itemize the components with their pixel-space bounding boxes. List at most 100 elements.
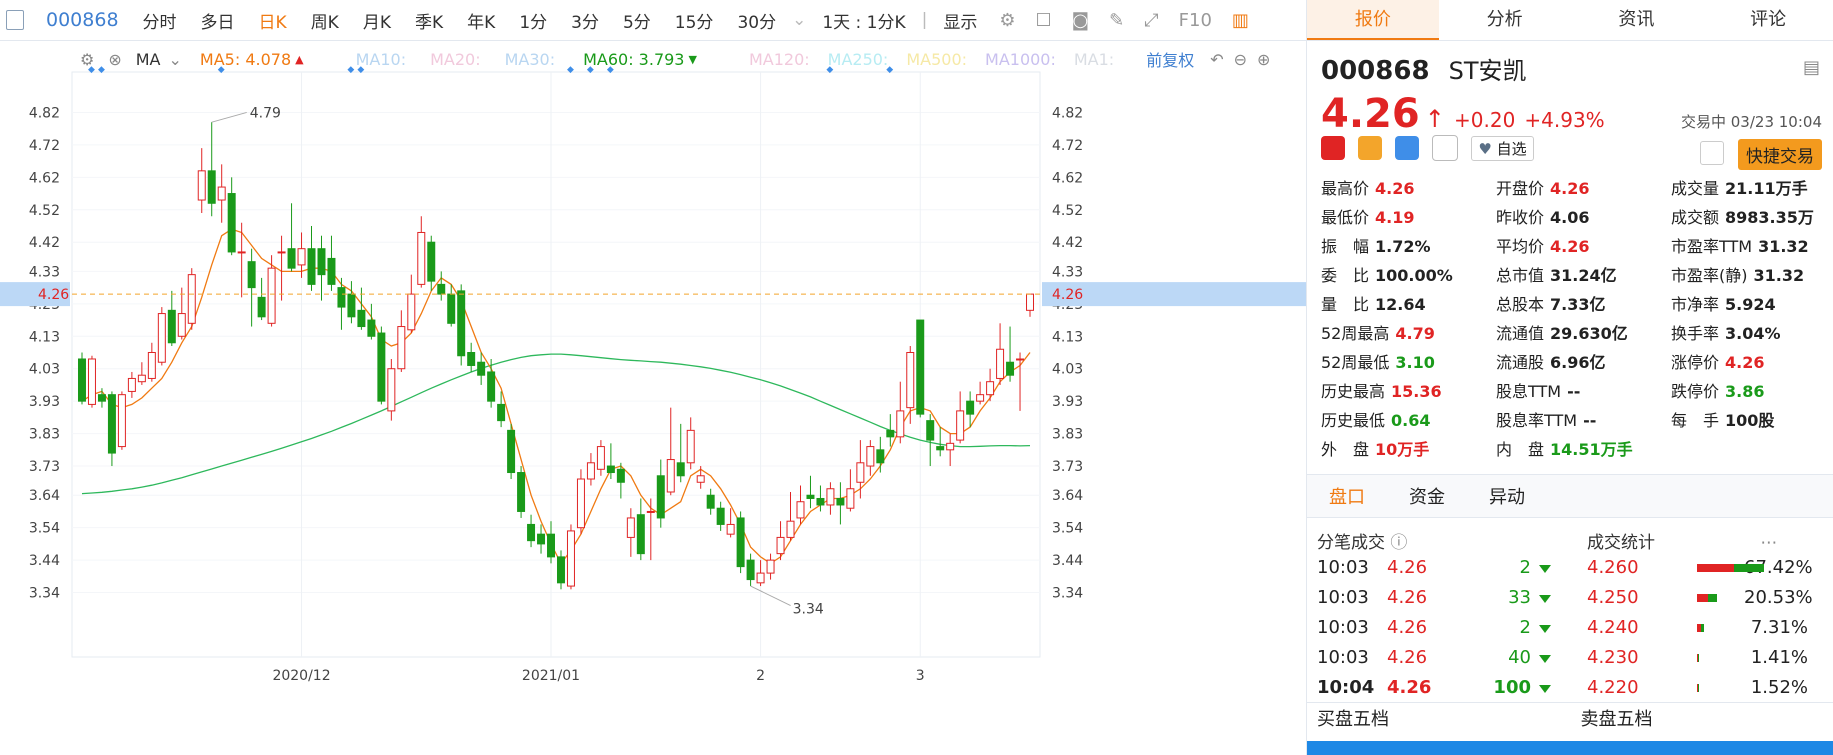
camera-icon[interactable]: ◙ xyxy=(1071,9,1090,31)
candle-body xyxy=(726,523,735,535)
close-icon[interactable]: ⊗ xyxy=(108,49,122,69)
trade-row: 10:03 4.26 33 xyxy=(1307,583,1557,613)
bell-icon[interactable] xyxy=(1700,141,1724,165)
quote-field: 历史最低 0.64 xyxy=(1321,407,1496,431)
ma-selector[interactable]: MA xyxy=(135,49,161,69)
ma60-line xyxy=(81,353,1031,495)
trade-volume: 100 xyxy=(1477,673,1557,703)
candle-body xyxy=(576,478,585,529)
tab-1min[interactable]: 1分 xyxy=(519,12,548,33)
tab-timeshare[interactable]: 分时 xyxy=(142,12,177,33)
candle-body xyxy=(487,371,496,402)
add-watchlist-button[interactable]: ♥ 自选 xyxy=(1471,135,1534,161)
quote-field: 股息率TTM -- xyxy=(1496,407,1671,431)
trade-time: 10:04 xyxy=(1317,677,1375,698)
tab-news[interactable]: 资讯 xyxy=(1618,9,1655,30)
tab-funds[interactable]: 资金 xyxy=(1409,487,1445,508)
up-arrow-icon: ▲ xyxy=(295,52,304,66)
tab-analysis[interactable]: 分析 xyxy=(1486,9,1523,30)
zoom-out-icon[interactable]: ⊖ xyxy=(1233,49,1248,69)
square-icon[interactable]: ☐ xyxy=(1035,9,1052,31)
candle-body xyxy=(716,507,725,525)
quote-field: 委 比 100.00% xyxy=(1321,262,1496,286)
field-value: 29.630亿 xyxy=(1550,324,1628,343)
display-menu[interactable]: 显示 xyxy=(943,12,978,33)
stat-bar xyxy=(1697,643,1744,673)
indicator-bar: ⚙ ⊗ MA ⌄ MA5: 4.078 ▲ MA10: MA20: MA30: … xyxy=(0,42,1306,76)
field-value: 5.924 xyxy=(1725,295,1776,314)
zoom-in-icon[interactable]: ⊕ xyxy=(1257,49,1271,69)
event-marker: ◆ xyxy=(826,65,833,75)
tab-year-k[interactable]: 年K xyxy=(467,12,496,33)
trade-price: 4.26 xyxy=(1387,677,1432,698)
collapse-icon[interactable]: ▤ xyxy=(1802,57,1820,78)
fullscreen-icon[interactable]: ⤢ xyxy=(1144,9,1159,31)
candle-body xyxy=(267,267,276,324)
tab-daily-k[interactable]: 日K xyxy=(258,12,287,33)
candle-body xyxy=(596,446,605,470)
quote-field: 流通值 29.630亿 xyxy=(1496,320,1671,344)
note-icon[interactable] xyxy=(1432,135,1459,161)
stat-bar-sell xyxy=(1698,654,1699,662)
stat-row: 4.250 20.53% xyxy=(1577,583,1833,613)
badge-row: ♥ 自选 快捷交易 xyxy=(1307,135,1833,171)
candle-body xyxy=(507,429,516,474)
tab-monthly-k[interactable]: 月K xyxy=(362,12,391,33)
current-price-label-left: 4.26 xyxy=(38,287,69,303)
tab-quote[interactable]: 报价 xyxy=(1307,0,1439,40)
quote-name: ST安凯 xyxy=(1448,57,1527,85)
y-tick-right: 3.93 xyxy=(1052,394,1083,410)
field-label: 外 盘 xyxy=(1321,440,1370,459)
ma1000-label: MA1000: xyxy=(985,49,1056,69)
field-value: 10万手 xyxy=(1375,440,1430,459)
tab-weekly-k[interactable]: 周K xyxy=(310,12,339,33)
tab-30min[interactable]: 30分 xyxy=(737,12,777,33)
sidebar-toggle-icon[interactable] xyxy=(6,10,24,30)
stat-bar xyxy=(1697,583,1744,613)
quick-trade-button[interactable]: 快捷交易 xyxy=(1738,139,1822,170)
y-tick-left: 3.83 xyxy=(29,427,60,443)
field-value: 14.51万手 xyxy=(1550,440,1633,459)
quote-field: 跌停价 3.86 xyxy=(1671,378,1833,402)
gear-icon[interactable]: ⚙ xyxy=(999,9,1016,31)
low-annotation-line xyxy=(750,585,791,606)
tab-5min[interactable]: 5分 xyxy=(622,12,651,33)
quote-field: 52周最低 3.10 xyxy=(1321,349,1496,373)
chevron-down-icon[interactable]: ⌄ xyxy=(168,49,182,69)
field-value: 4.26 xyxy=(1375,179,1415,198)
tab-3min[interactable]: 3分 xyxy=(571,12,599,33)
tab-15min[interactable]: 15分 xyxy=(674,12,714,33)
candle-body xyxy=(437,283,446,295)
candle-body xyxy=(936,446,945,451)
stat-row: 4.220 1.52% xyxy=(1577,673,1833,703)
candle-body xyxy=(447,293,456,324)
adjust-button[interactable]: 前复权 xyxy=(1146,51,1195,70)
field-value: -- xyxy=(1567,382,1581,401)
order-ratio-bar xyxy=(1307,741,1833,755)
tab-comments[interactable]: 评论 xyxy=(1750,9,1787,30)
quote-panel: 报价 分析 资讯 评论 000868 ST安凯 ▤ 4.26 ↑ +0.20 +… xyxy=(1306,0,1833,755)
tab-quarter-k[interactable]: 季K xyxy=(415,12,444,33)
stat-bar-buy xyxy=(1697,654,1699,662)
kline-chart[interactable]: 4.82 4.82 4.72 4.72 4.62 4.62 4.52 4.52 4.42 4.42… xyxy=(0,40,1306,755)
pen-icon[interactable]: ✎ xyxy=(1109,9,1125,31)
settings-icon[interactable]: ⚙ xyxy=(80,49,95,69)
panel-toggle-icon[interactable]: ▥ xyxy=(1231,9,1249,31)
tab-multiday[interactable]: 多日 xyxy=(200,12,235,33)
divider: | xyxy=(921,10,928,30)
candle-body xyxy=(956,410,965,441)
ma5-line xyxy=(81,228,1031,565)
range-select[interactable]: 1天 : 1分K xyxy=(822,12,906,33)
trade-price: 4.26 xyxy=(1387,647,1428,668)
tab-orderbook[interactable]: 盘口 xyxy=(1329,487,1365,508)
more-icon[interactable]: ⋯ xyxy=(1760,533,1778,553)
candle-body xyxy=(986,381,995,396)
stat-price: 4.250 xyxy=(1587,587,1639,608)
tab-movement[interactable]: 异动 xyxy=(1489,487,1525,508)
chevron-down-icon[interactable]: ⌄ xyxy=(792,10,807,30)
stat-bar-buy xyxy=(1697,624,1701,632)
ma10-label: MA10: xyxy=(355,49,407,69)
undo-icon[interactable]: ↶ xyxy=(1210,49,1224,69)
help-icon[interactable]: ⓘ xyxy=(1390,533,1408,553)
f10-button[interactable]: F10 xyxy=(1178,9,1212,31)
